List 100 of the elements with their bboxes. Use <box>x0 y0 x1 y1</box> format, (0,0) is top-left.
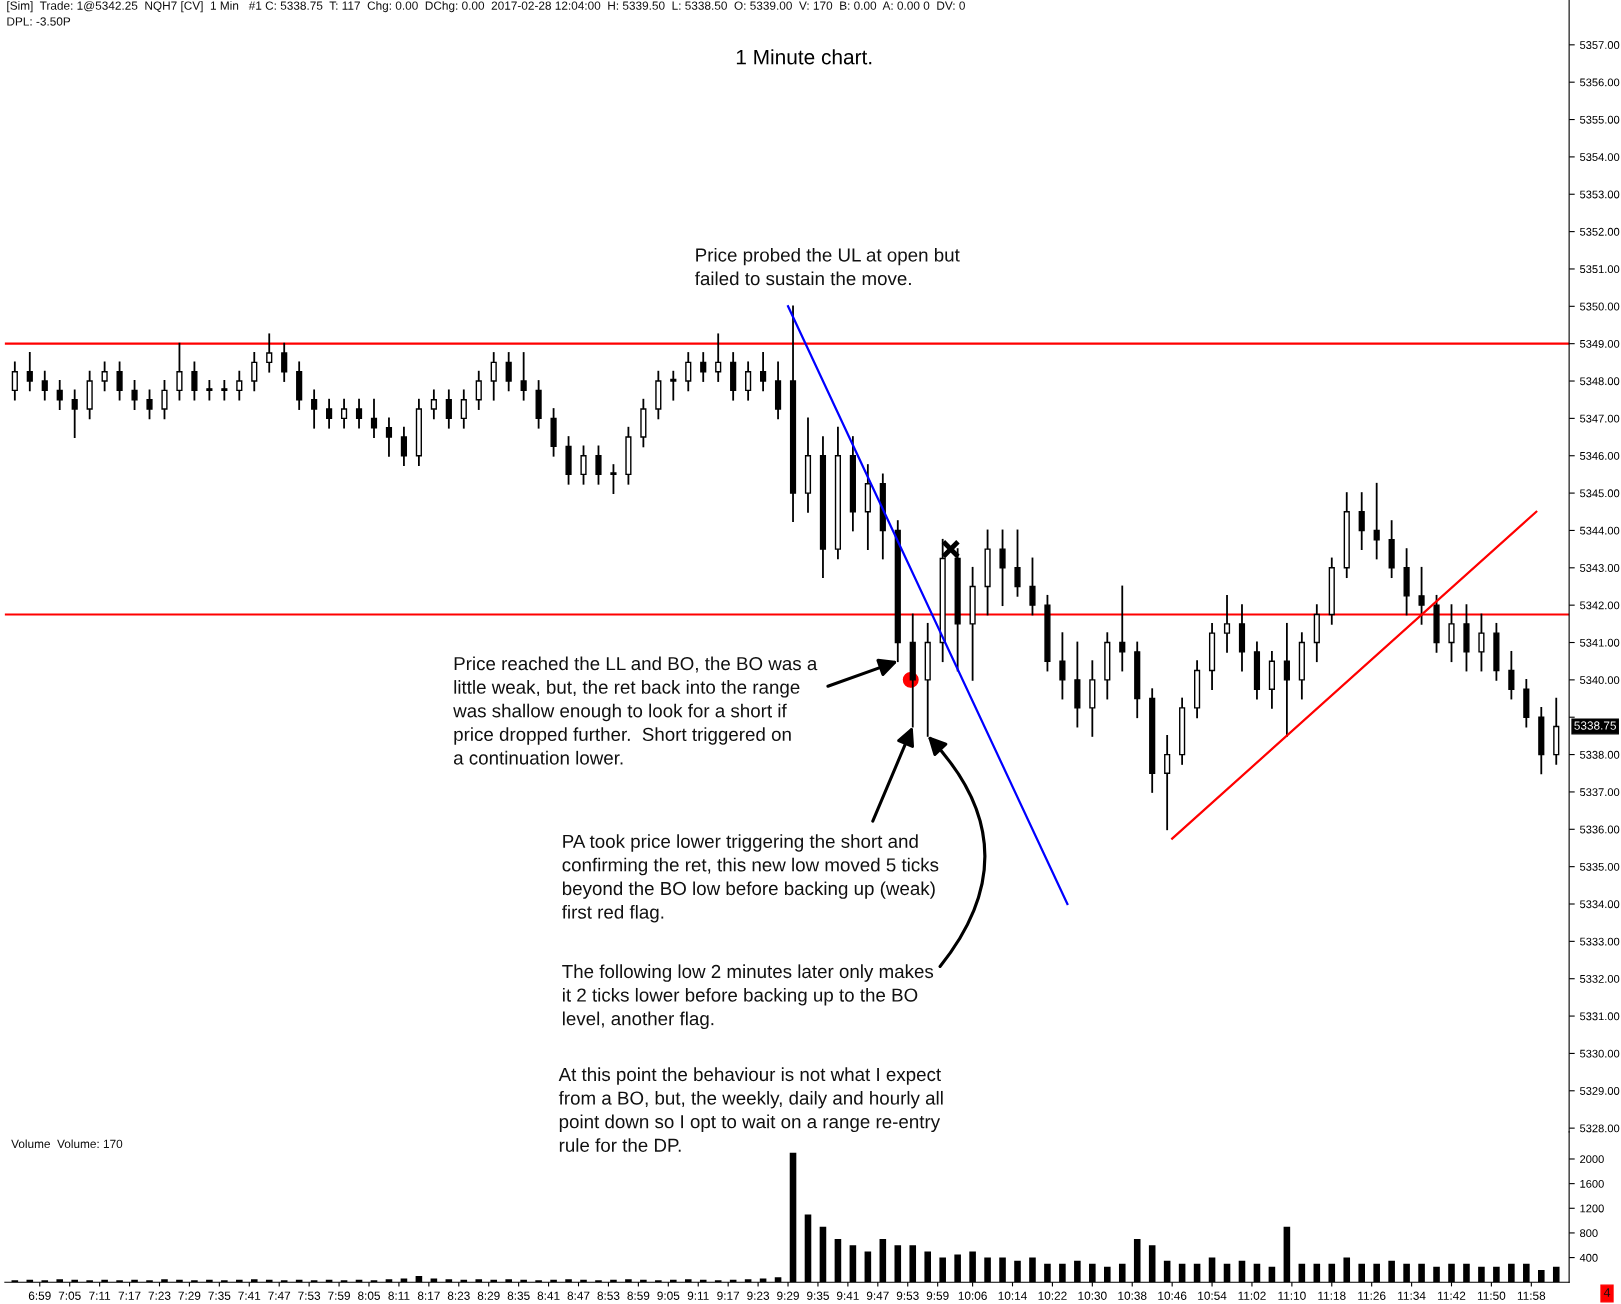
candlestick <box>1119 585 1126 672</box>
candlestick <box>41 370 48 401</box>
y-tick-label: 5328.00 <box>1579 1124 1620 1133</box>
x-tick-label: 7:59 <box>328 1291 350 1300</box>
candlestick <box>101 361 108 392</box>
y-tick-label: 5350.00 <box>1579 302 1620 311</box>
x-tick-label: 7:53 <box>298 1291 321 1300</box>
x-tick-label: 9:47 <box>866 1291 889 1300</box>
candlestick <box>1508 650 1515 700</box>
x-tick-label: 11:18 <box>1318 1291 1346 1300</box>
x-tick-label: 8:11 <box>388 1291 410 1300</box>
y-tick-label: 5355.00 <box>1579 115 1620 124</box>
y-tick-label: 5356.00 <box>1579 78 1620 87</box>
candlestick <box>1448 604 1455 663</box>
candlestick <box>236 370 243 401</box>
annotation: The following low 2 minutes later only makes it 2 ticks lower before backing up to the BO level, another flag. <box>562 964 934 1030</box>
y-tick-label: 5335.00 <box>1579 862 1620 871</box>
y-tick-label: 5332.00 <box>1579 974 1620 983</box>
candlestick <box>430 389 437 420</box>
candlestick <box>131 380 138 410</box>
candlestick <box>745 361 752 401</box>
x-tick-label: 7:05 <box>58 1291 81 1300</box>
y-tick-label: 5340.00 <box>1579 676 1620 685</box>
x-tick-label: 8:35 <box>507 1291 530 1300</box>
candlestick <box>580 445 587 485</box>
x-tick-label: 11:50 <box>1477 1291 1506 1300</box>
candlestick <box>1223 594 1231 653</box>
y-tick-label: 5345.00 <box>1579 489 1620 498</box>
x-tick-label: 10:54 <box>1198 1291 1227 1300</box>
candlestick <box>266 333 273 373</box>
annotation: PA took price lower triggering the short and confirming the ret, this new low moved 5 ticks beyond the BO low before backing up (weak) first red flag. <box>562 834 939 923</box>
candlestick <box>700 352 707 382</box>
y-tick-label: 5343.00 <box>1579 564 1620 572</box>
candlestick <box>460 389 467 429</box>
candlestick <box>71 389 78 438</box>
candlestick <box>490 352 497 401</box>
y-tick-label: 5344.00 <box>1579 526 1620 535</box>
candlestick <box>370 398 378 438</box>
x-tick-label: 10:06 <box>958 1291 987 1300</box>
candlestick <box>1164 734 1171 831</box>
y-tick-label: 5341.00 <box>1579 638 1620 647</box>
candlestick <box>505 352 512 392</box>
x-tick-label: 8:59 <box>627 1291 650 1300</box>
annotation: Price reached the LL and BO, the BO was a little weak, but, the ret back into the range was shallow enough to look for a short if price dropped further. Short triggered on a continuation lower. <box>453 656 818 765</box>
x-tick-label: 11:42 <box>1438 1291 1466 1300</box>
y-tick-label: 400 <box>1579 1253 1598 1262</box>
candlestick <box>56 380 63 410</box>
x-tick-label: 10:30 <box>1078 1291 1107 1300</box>
x-tick-label: 11:58 <box>1517 1291 1546 1300</box>
candlestick <box>760 352 767 392</box>
y-tick-label: 5337.00 <box>1579 788 1620 797</box>
annotation: At this point the behaviour is not what I expect from a BO, but, the weekly, daily and hourly all point down so I opt to wait on a range re-entry rule for the DP. <box>558 1067 943 1152</box>
candlestick <box>1283 622 1290 737</box>
candlestick <box>251 352 258 392</box>
y-tick-label: 1600 <box>1580 1179 1604 1188</box>
candlestick <box>999 529 1006 607</box>
x-tick-label: 11:34 <box>1398 1291 1426 1300</box>
y-tick-label: 5357.00 <box>1579 41 1620 49</box>
x-tick-label: 6:59 <box>28 1291 51 1300</box>
x-tick-label: 10:46 <box>1158 1291 1187 1300</box>
x-tick-label: 9:35 <box>807 1291 829 1300</box>
candlestick <box>445 389 452 429</box>
x-tick-label: 10:14 <box>998 1291 1027 1300</box>
candlestick <box>715 333 722 382</box>
candlestick <box>340 398 348 429</box>
y-tick-label: 5331.00 <box>1579 1012 1620 1021</box>
candlestick <box>1478 613 1485 672</box>
x-tick-label: 9:29 <box>777 1291 799 1300</box>
candlestick <box>176 342 183 401</box>
candlestick <box>281 342 288 382</box>
candlestick <box>685 352 692 392</box>
x-tick-label: 9:05 <box>657 1291 680 1300</box>
candlestick <box>1029 557 1036 616</box>
x-tick-label: 8:29 <box>477 1291 500 1300</box>
candlestick <box>11 361 18 401</box>
candlestick <box>610 464 617 494</box>
candlestick <box>1014 529 1021 597</box>
candlestick <box>326 398 333 429</box>
x-tick-label: 8:53 <box>597 1291 620 1300</box>
x-tick-label: 9:53 <box>896 1291 919 1300</box>
x-tick-label: 8:17 <box>417 1291 440 1300</box>
y-tick-label: 5354.00 <box>1579 153 1620 162</box>
candlestick <box>1358 492 1365 551</box>
y-tick-label: 5349.00 <box>1579 339 1620 348</box>
y-tick-label: 5329.00 <box>1579 1087 1620 1095</box>
candlestick <box>1059 632 1066 700</box>
y-tick-label: 5348.00 <box>1579 377 1620 386</box>
candlestick <box>355 398 363 429</box>
candlestick <box>475 370 482 410</box>
annotation: 5338.75 <box>1574 721 1616 730</box>
candlestick <box>206 380 213 401</box>
x-tick-label: 11:26 <box>1358 1291 1386 1300</box>
candlestick <box>1373 482 1380 560</box>
x-tick-label: 7:23 <box>148 1291 171 1300</box>
x-tick-label: 10:22 <box>1038 1291 1067 1300</box>
x-tick-label: 7:11 <box>89 1291 111 1300</box>
y-tick-label: 5352.00 <box>1579 227 1620 236</box>
x-tick-label: 7:47 <box>268 1291 291 1300</box>
y-tick-label: 5346.00 <box>1579 452 1620 460</box>
candlestick <box>670 370 677 401</box>
